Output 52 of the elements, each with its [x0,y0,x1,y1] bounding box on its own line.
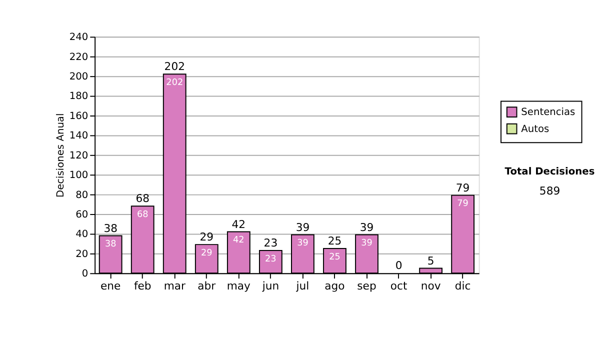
y-tick-label: 100 [69,170,88,182]
x-tick-label: sep [357,279,376,292]
total-label: 202 [164,60,185,74]
x-tick-label: jul [295,279,310,292]
x-tick-label: jun [261,279,280,292]
total-label: 23 [264,236,278,250]
y-tick-label: 120 [69,150,88,162]
y-tick-label: 240 [69,32,88,44]
data-label: 38 [104,240,117,250]
y-tick-label: 0 [82,268,88,280]
total-label: 79 [456,181,470,194]
x-tick-label: abr [198,279,216,292]
text: 589 [539,184,560,198]
total-label: 38 [104,222,118,235]
text: Total Decisiones [504,166,595,178]
x-tick-label: mar [164,279,186,292]
y-tick-label: 180 [69,91,88,102]
y-tick-label: 20 [76,248,88,260]
total-label: 68 [136,192,150,206]
x-tick-label: may [226,279,252,292]
x-tick-label: ago [324,279,346,292]
legend-label: Autos [521,124,550,135]
total-label: 29 [200,230,214,244]
y-tick-label: 80 [76,190,88,201]
y-tick-label: 200 [69,72,88,83]
data-label: 79 [457,199,469,210]
y-tick-label: 160 [69,110,88,122]
y-tick-label: 40 [76,229,88,240]
legend-label: Sentencias [521,107,576,118]
x-tick-label: oct [390,279,408,292]
data-label: 202 [166,78,184,88]
data-label: 23 [265,254,276,264]
x-tick-label: nov [420,279,442,292]
data-label: 42 [233,236,244,246]
x-tick-label: ene [100,279,122,292]
y-tick-label: 220 [69,52,88,63]
total-label: 25 [328,234,342,248]
total-label: 42 [232,218,246,231]
total-label: 0 [395,259,402,272]
data-label: 25 [329,252,340,262]
data-label: 39 [361,238,373,249]
data-label: 29 [201,248,213,258]
total-label: 39 [296,220,310,234]
y-tick-label: 140 [69,130,88,142]
x-tick-label: dic [454,279,471,292]
data-label: 39 [297,238,309,249]
y-tick-label: 60 [76,209,88,220]
data-label: 68 [136,210,149,220]
x-tick-label: feb [134,279,152,292]
y-axis-title: Decisiones Anual [55,113,66,198]
total-label: 39 [360,220,374,234]
total-label: 5 [427,254,434,268]
